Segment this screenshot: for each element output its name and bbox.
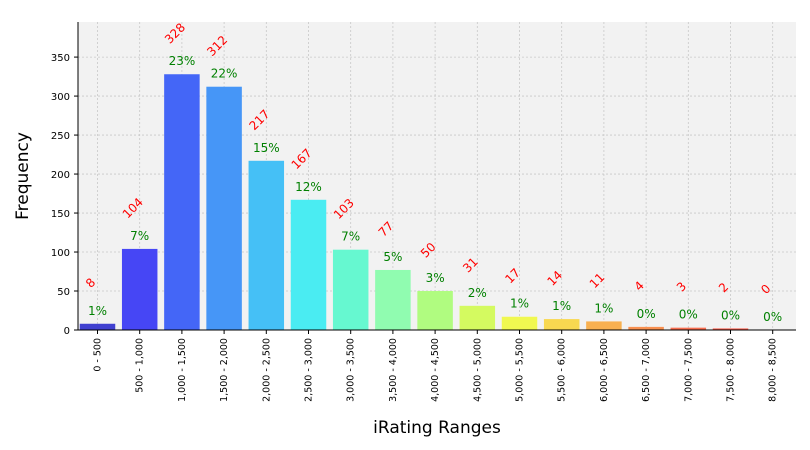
bar <box>79 323 116 330</box>
bar <box>670 327 707 330</box>
percent-label: 0% <box>679 308 698 322</box>
percent-label: 2% <box>468 286 487 300</box>
x-axis-ticks: 0 - 500 500 - 1,000 1,000 - 1,500 1,500 - 2… <box>93 330 779 402</box>
percent-label: 0% <box>637 307 656 321</box>
bar <box>543 319 580 330</box>
y-axis-ticks: 0 50 100 150 200 250 300 350 <box>51 53 78 337</box>
x-axis-title: iRating Ranges <box>373 418 501 438</box>
x-tick-label: 0 - 500 <box>93 338 104 372</box>
y-tick-label: 300 <box>51 92 70 103</box>
bar <box>290 199 327 330</box>
bar <box>417 291 453 330</box>
percent-label: 12% <box>295 180 322 194</box>
x-tick-label: 2,000 - 2,500 <box>261 338 272 402</box>
percent-label: 3% <box>426 271 445 285</box>
percent-label: 1% <box>594 301 613 315</box>
bar <box>501 316 538 330</box>
percent-label: 7% <box>341 230 360 244</box>
bar <box>375 269 411 330</box>
bar <box>628 326 664 330</box>
percent-label: 7% <box>130 229 149 243</box>
y-tick-label: 0 <box>64 326 70 337</box>
bar <box>206 86 242 330</box>
percent-label: 22% <box>211 67 238 81</box>
x-tick-label: 7,500 - 8,000 <box>726 338 737 402</box>
x-tick-label: 5,500 - 6,000 <box>557 338 568 402</box>
x-tick-label: 6,500 - 7,000 <box>641 338 652 402</box>
x-tick-label: 4,000 - 4,500 <box>430 338 441 402</box>
x-tick-label: 1,000 - 1,500 <box>177 338 188 402</box>
y-tick-label: 250 <box>51 131 70 142</box>
x-tick-label: 3,000 - 3,500 <box>346 338 357 402</box>
bars <box>79 74 749 330</box>
percent-label: 1% <box>88 304 107 318</box>
bar <box>332 249 369 330</box>
y-tick-label: 100 <box>51 248 70 259</box>
bar <box>712 328 749 330</box>
x-tick-label: 2,500 - 3,000 <box>304 338 315 402</box>
percent-label: 1% <box>510 297 529 311</box>
x-tick-label: 7,000 - 7,500 <box>683 338 694 402</box>
bar <box>164 74 200 330</box>
percent-label: 15% <box>253 141 280 155</box>
x-tick-label: 500 - 1,000 <box>135 338 146 393</box>
bar <box>248 160 285 330</box>
y-axis-title: Frequency <box>13 132 33 220</box>
bar <box>459 305 496 330</box>
x-tick-label: 4,500 - 5,000 <box>472 338 483 402</box>
x-tick-label: 6,000 - 6,500 <box>599 338 610 402</box>
percent-label: 5% <box>383 250 402 264</box>
x-tick-label: 1,500 - 2,000 <box>219 338 230 402</box>
y-tick-label: 200 <box>51 170 70 181</box>
percent-label: 0% <box>763 310 782 324</box>
x-tick-label: 5,000 - 5,500 <box>515 338 526 402</box>
bar <box>121 248 158 330</box>
percent-label: 0% <box>721 308 740 322</box>
y-tick-label: 350 <box>51 53 70 64</box>
bar <box>586 321 622 330</box>
x-tick-label: 8,000 - 8,500 <box>768 338 779 402</box>
percent-label: 1% <box>552 299 571 313</box>
x-tick-label: 3,500 - 4,000 <box>388 338 399 402</box>
y-tick-label: 150 <box>51 209 70 220</box>
percent-label: 23% <box>169 54 196 68</box>
y-tick-label: 50 <box>57 287 70 298</box>
bar-labels: 1%87%10423%32822%31215%21712%1677%1035%7… <box>83 20 782 324</box>
